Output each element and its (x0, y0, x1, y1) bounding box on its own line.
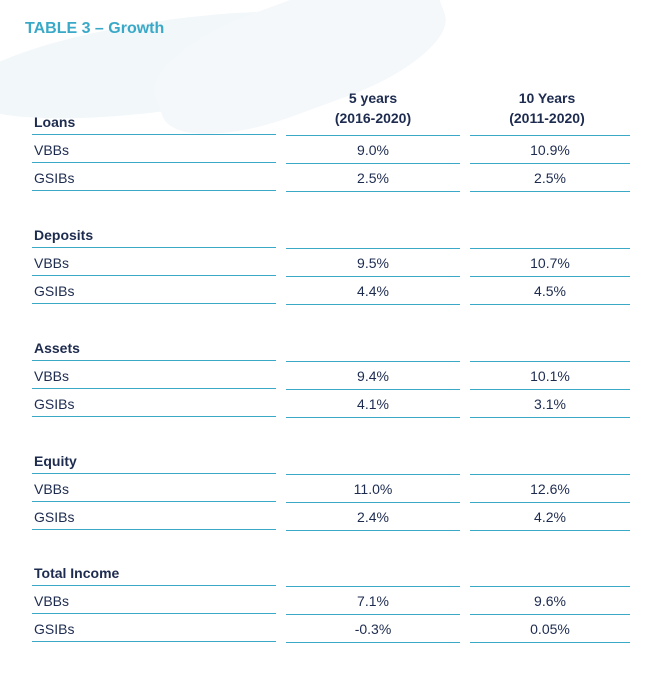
column-header-line: 10 Years (518, 90, 576, 106)
value-10-years: 4.5% (470, 277, 630, 305)
table-row: GSIBs 4.4% 4.5% (0, 277, 667, 305)
table-title: TABLE 3 – Growth (25, 20, 165, 37)
empty-cell (286, 334, 460, 362)
row-label: GSIBs (32, 390, 276, 417)
empty-cell (286, 447, 460, 475)
column-header-line: (2016-2020) (334, 110, 412, 126)
table-group-header: Total Income (0, 559, 667, 587)
table-group-header: Loans (0, 108, 667, 136)
table-row: VBBs 11.0% 12.6% (0, 475, 667, 503)
table-group-header: Assets (0, 334, 667, 362)
value-10-years: 3.1% (470, 390, 630, 418)
group-label: Deposits (32, 221, 276, 248)
table-row: GSIBs -0.3% 0.05% (0, 615, 667, 643)
row-label: GSIBs (32, 615, 276, 642)
row-label: VBBs (32, 475, 276, 502)
group-label: Equity (32, 447, 276, 474)
value-10-years: 0.05% (470, 615, 630, 643)
row-label: VBBs (32, 249, 276, 276)
value-5-years: 7.1% (286, 587, 460, 615)
row-label: VBBs (32, 136, 276, 163)
value-10-years: 10.7% (470, 249, 630, 277)
value-10-years: 2.5% (470, 164, 630, 192)
column-header-line: (2011-2020) (509, 110, 585, 126)
value-10-years: 4.2% (470, 503, 630, 531)
table-group-header: Deposits (0, 221, 667, 249)
table-row: GSIBs 2.5% 2.5% (0, 164, 667, 192)
row-label: GSIBs (32, 164, 276, 191)
group-label: Assets (32, 334, 276, 361)
table-row: GSIBs 2.4% 4.2% (0, 503, 667, 531)
row-label: VBBs (32, 362, 276, 389)
table-row: VBBs 7.1% 9.6% (0, 587, 667, 615)
column-header-line: 5 years (348, 90, 398, 106)
empty-cell (470, 334, 630, 362)
group-label: Total Income (32, 559, 276, 586)
empty-cell (286, 559, 460, 587)
value-5-years: 2.4% (286, 503, 460, 531)
empty-cell (470, 447, 630, 475)
value-10-years: 12.6% (470, 475, 630, 503)
row-label: VBBs (32, 587, 276, 614)
empty-cell (286, 108, 460, 136)
value-10-years: 10.1% (470, 362, 630, 390)
value-5-years: 9.5% (286, 249, 460, 277)
column-header-5-years: 5 years (2016-2020) (286, 88, 460, 128)
table-row: VBBs 9.4% 10.1% (0, 362, 667, 390)
value-10-years: 9.6% (470, 587, 630, 615)
value-5-years: 4.4% (286, 277, 460, 305)
empty-cell (470, 559, 630, 587)
value-5-years: 9.4% (286, 362, 460, 390)
empty-cell (470, 108, 630, 136)
empty-cell (470, 221, 630, 249)
row-label: GSIBs (32, 503, 276, 530)
value-5-years: 2.5% (286, 164, 460, 192)
value-10-years: 10.9% (470, 136, 630, 164)
group-label: Loans (32, 108, 276, 135)
row-label: GSIBs (32, 277, 276, 304)
empty-cell (286, 221, 460, 249)
value-5-years: 4.1% (286, 390, 460, 418)
table-row: VBBs 9.5% 10.7% (0, 249, 667, 277)
table-row: GSIBs 4.1% 3.1% (0, 390, 667, 418)
table-row: VBBs 9.0% 10.9% (0, 136, 667, 164)
value-5-years: 9.0% (286, 136, 460, 164)
value-5-years: -0.3% (286, 615, 460, 643)
column-header-10-years: 10 Years (2011-2020) (460, 88, 634, 128)
value-5-years: 11.0% (286, 475, 460, 503)
table-group-header: Equity (0, 447, 667, 475)
